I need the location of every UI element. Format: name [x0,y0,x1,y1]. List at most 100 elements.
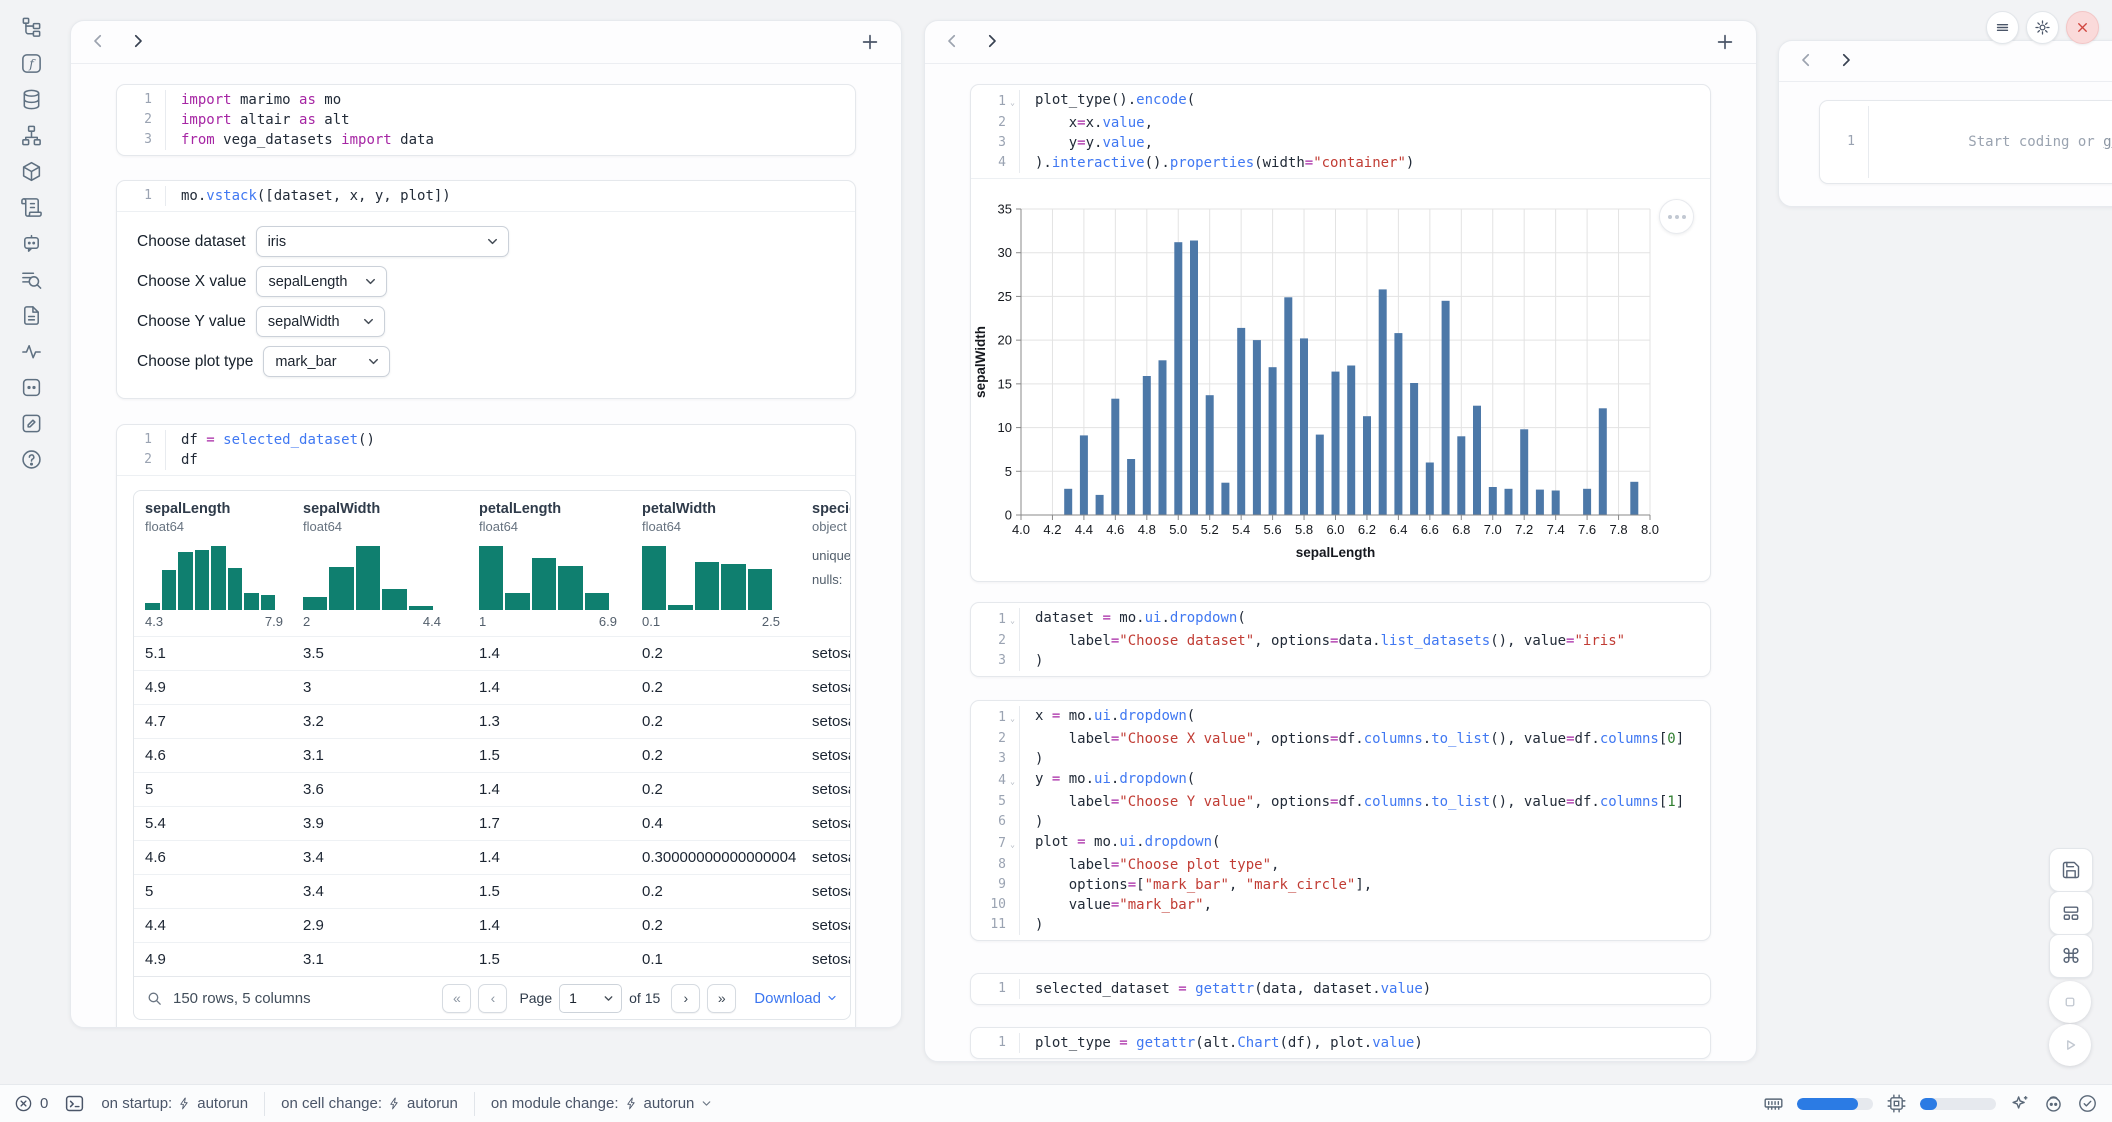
svg-text:4.2: 4.2 [1043,522,1061,537]
runtime-label: on module change: [491,1095,619,1112]
keyboard-shortcuts-button[interactable]: ⌘ [2049,934,2093,978]
table-row[interactable]: 4.931.40.2setosa [134,670,850,704]
svg-text:6.4: 6.4 [1389,522,1407,537]
table-row[interactable]: 5.13.51.40.2setosa [134,636,850,670]
column-header-petalWidth[interactable]: petalWidthfloat640.12.5 [642,491,812,636]
svg-text:7.0: 7.0 [1484,522,1502,537]
file-explorer-icon[interactable] [13,16,49,39]
code-cell-df[interactable]: 1df = selected_dataset()2df sepalLengthf… [116,424,856,1028]
on-module-change-setting[interactable]: on module change: autorun [491,1095,713,1112]
vstack-output: Choose dataset iris Choose X value sepal… [117,211,855,398]
documentation-icon[interactable] [13,304,49,327]
code-cell-plot[interactable]: 1⌄plot_type().encode(2 x=x.value,3 y=y.v… [970,84,1711,582]
dependency-graph-icon[interactable] [13,124,49,147]
table-row[interactable]: 53.61.40.2setosa [134,772,850,806]
table-row[interactable]: 4.63.11.50.2setosa [134,738,850,772]
table-row[interactable]: 53.41.50.2setosa [134,874,850,908]
logs-icon[interactable] [13,268,49,291]
packages-icon[interactable] [13,160,49,183]
empty-code-cell[interactable]: 1 Start coding or generate with [1819,100,2112,184]
scroll-right-icon[interactable] [983,32,1003,52]
shutdown-button[interactable] [2066,11,2099,44]
code-editor[interactable]: 1selected_dataset = getattr(data, datase… [971,974,1710,1004]
download-button[interactable]: Download [754,990,838,1007]
search-icon[interactable] [146,990,163,1007]
table-header-row: sepalLengthfloat644.37.9sepalWidthfloat6… [134,491,850,636]
runtime-value: autorun [644,1095,695,1112]
table-row[interactable]: 4.63.41.40.30000000000000004setosa [134,840,850,874]
dataset-dropdown[interactable]: iris [256,226,509,257]
svg-text:15: 15 [998,376,1012,391]
code-cell-vstack[interactable]: 1mo.vstack([dataset, x, y, plot]) Choose… [116,180,856,399]
svg-text:5.4: 5.4 [1232,522,1250,537]
svg-text:7.8: 7.8 [1610,522,1628,537]
generate-with-ai-link[interactable]: generate [2103,134,2112,150]
code-editor[interactable]: 1df = selected_dataset()2df [117,425,855,475]
chat-icon[interactable] [13,232,49,255]
table-row[interactable]: 5.43.91.70.4setosa [134,806,850,840]
table-row[interactable]: 4.73.21.30.2setosa [134,704,850,738]
help-icon[interactable] [13,448,49,471]
save-button[interactable] [2049,848,2093,892]
svg-text:30: 30 [998,245,1012,260]
table-row[interactable]: 4.93.11.50.1setosa [134,942,850,976]
outline-icon[interactable] [13,376,49,399]
plot-type-dropdown[interactable]: mark_bar [263,346,390,377]
scroll-right-icon[interactable] [129,32,149,52]
code-editor[interactable]: 1mo.vstack([dataset, x, y, plot]) [117,181,855,211]
ai-sparkles-button[interactable] [2009,1093,2030,1114]
error-count-badge[interactable]: 0 [14,1094,48,1113]
run-button[interactable] [2049,1024,2091,1066]
chart-actions-button[interactable] [1659,199,1694,234]
scroll-left-icon[interactable] [1797,51,1817,71]
code-cell-dataset[interactable]: 1⌄dataset = mo.ui.dropdown(2 label="Choo… [970,602,1711,677]
chevron-down-icon [363,274,378,289]
scroll-left-icon[interactable] [89,32,109,52]
line-number: 1 [1820,132,1855,152]
dataframe-table: sepalLengthfloat644.37.9sepalWidthfloat6… [133,490,851,1020]
terminal-button[interactable] [64,1093,85,1114]
table-row[interactable]: 4.42.91.40.2setosa [134,908,850,942]
settings-gear-button[interactable] [2026,11,2059,44]
code-cell-xyplot[interactable]: 1⌄x = mo.ui.dropdown(2 label="Choose X v… [970,700,1711,941]
code-cell-imports[interactable]: 1import marimo as mo2import altair as al… [116,84,856,156]
scroll-right-icon[interactable] [1837,51,1857,71]
column-header-sepalLength[interactable]: sepalLengthfloat644.37.9 [145,491,303,636]
on-startup-setting[interactable]: on startup: autorun [101,1095,248,1112]
column-header-petalLength[interactable]: petalLengthfloat6416.9 [479,491,642,636]
altair-chart[interactable]: 4.04.24.44.64.85.05.25.45.65.86.06.26.46… [971,191,1710,576]
layout-toggle-button[interactable] [2049,891,2093,935]
scratchpad-icon[interactable] [13,412,49,435]
snippets-icon[interactable] [13,196,49,219]
y-value-dropdown[interactable]: sepalWidth [256,306,385,337]
add-cell-button[interactable] [859,31,881,53]
page-select[interactable]: 1 [559,984,622,1013]
code-editor[interactable]: 1⌄x = mo.ui.dropdown(2 label="Choose X v… [971,701,1710,940]
first-page-button[interactable]: « [442,984,471,1013]
code-editor[interactable]: 1⌄dataset = mo.ui.dropdown(2 label="Choo… [971,603,1710,676]
last-page-button[interactable]: » [707,984,736,1013]
notebook-menu-button[interactable] [1986,11,2019,44]
next-page-button[interactable]: › [671,984,700,1013]
column-header-sepalWidth[interactable]: sepalWidthfloat6424.4 [303,491,479,636]
x-value-dropdown[interactable]: sepalLength [256,266,387,297]
code-cell-plot-type[interactable]: 1plot_type = getattr(alt.Chart(df), plot… [970,1027,1711,1059]
column-header-species[interactable]: speciesobjectunique:nulls: [812,491,850,636]
assistant-bot-button[interactable] [2043,1093,2064,1114]
add-cell-button[interactable] [1714,31,1736,53]
code-editor[interactable]: 1plot_type = getattr(alt.Chart(df), plot… [971,1028,1710,1058]
svg-text:7.4: 7.4 [1547,522,1565,537]
scroll-left-icon[interactable] [943,32,963,52]
code-editor[interactable]: 1⌄plot_type().encode(2 x=x.value,3 y=y.v… [971,85,1710,178]
variables-icon[interactable]: f [13,52,49,75]
previous-page-button[interactable]: ‹ [478,984,507,1013]
code-cell-selected-dataset[interactable]: 1selected_dataset = getattr(data, datase… [970,973,1711,1005]
plot-type-control: Choose plot type mark_bar [137,346,835,377]
x-value-control: Choose X value sepalLength [137,266,835,297]
data-sources-icon[interactable] [13,88,49,111]
on-cell-change-setting[interactable]: on cell change: autorun [281,1095,458,1112]
code-editor[interactable]: 1import marimo as mo2import altair as al… [117,85,855,155]
stop-button[interactable] [2049,981,2091,1023]
connection-status-button[interactable] [2077,1093,2098,1114]
tracing-icon[interactable] [13,340,49,363]
